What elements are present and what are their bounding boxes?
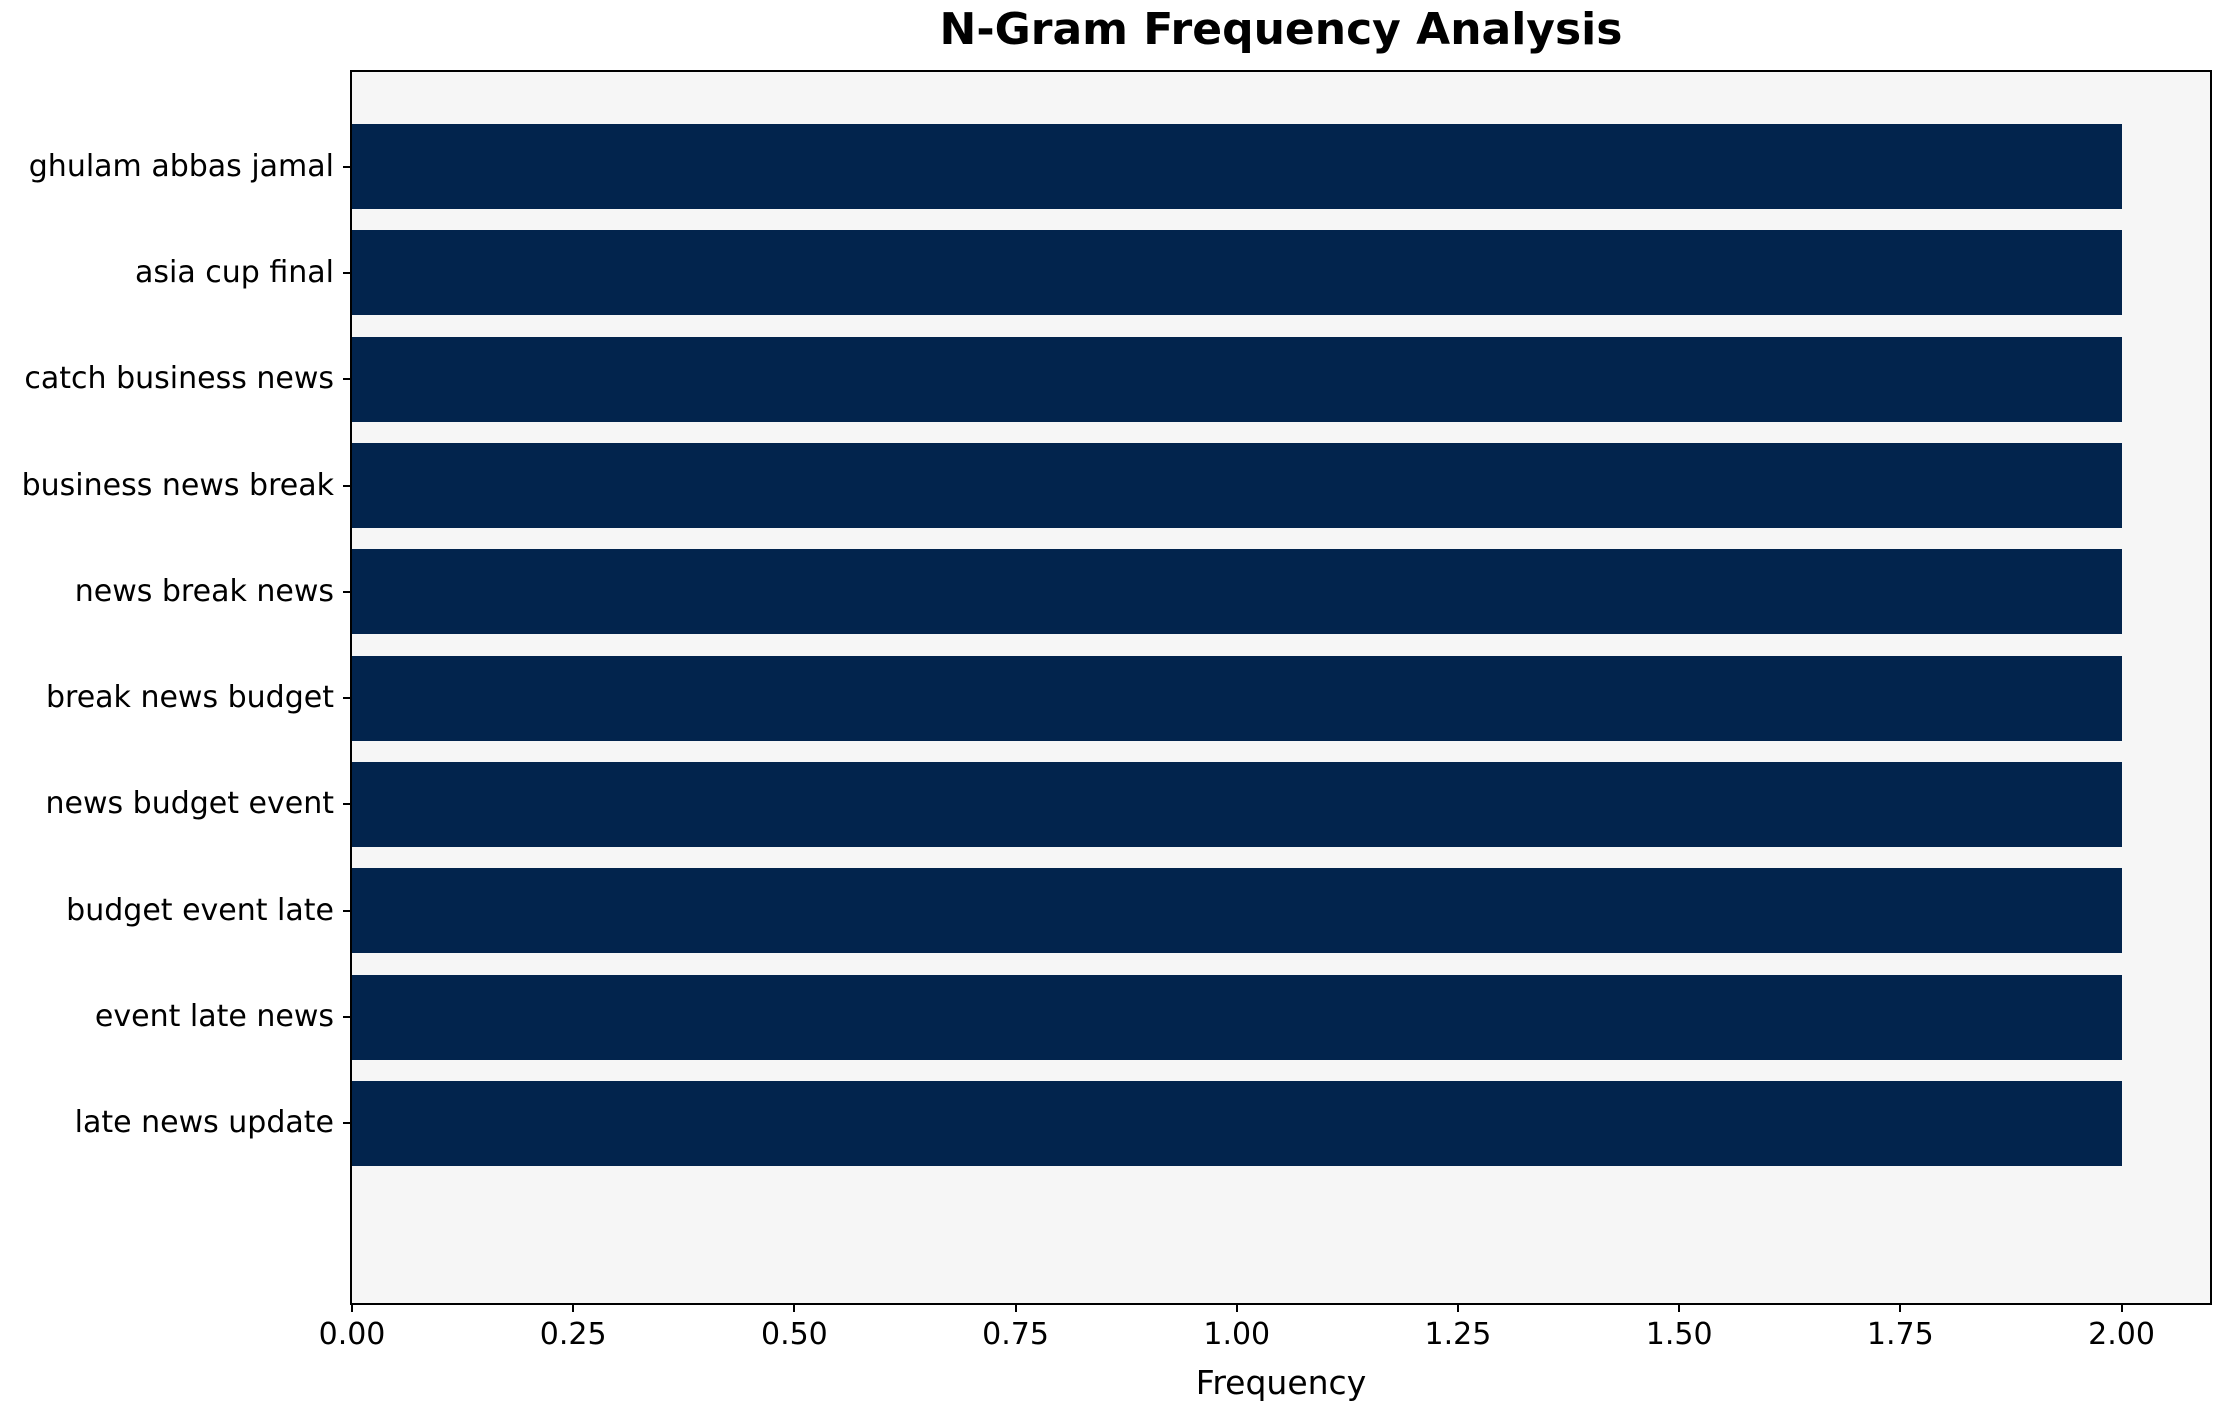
x-tick-mark [572, 1303, 575, 1312]
x-tick-label: 0.75 [982, 1317, 1049, 1352]
x-tick-mark [793, 1303, 796, 1312]
y-tick-mark [343, 165, 352, 168]
x-tick-label: 0.50 [760, 1317, 828, 1352]
y-tick-mark [343, 378, 352, 381]
x-tick-label: 2.00 [2088, 1317, 2155, 1352]
x-tick-mark [351, 1303, 353, 1312]
bar [352, 230, 2122, 316]
x-tick-label: 1.50 [1645, 1317, 1713, 1352]
x-tick-mark [1899, 1303, 1902, 1312]
y-tick-mark [343, 271, 352, 274]
bar [352, 336, 2122, 422]
chart-title: N-Gram Frequency Analysis [939, 4, 1623, 55]
x-tick-label: 1.75 [1866, 1317, 1934, 1352]
y-tick-label: news budget event [45, 786, 334, 822]
y-tick-mark [343, 803, 352, 806]
y-tick-mark [343, 1016, 352, 1019]
x-axis-label: Frequency [1195, 1363, 1367, 1402]
y-tick-label: event late news [94, 999, 334, 1035]
y-tick-label: news break news [74, 573, 334, 609]
y-tick-label: late news update [74, 1105, 334, 1141]
bar [352, 655, 2122, 741]
bar [352, 549, 2122, 635]
y-tick-mark [343, 909, 352, 912]
y-tick-mark [343, 697, 352, 700]
bar [352, 124, 2122, 210]
bar [352, 1080, 2122, 1166]
bar [352, 868, 2122, 954]
x-tick-label: 0.25 [539, 1317, 607, 1352]
bar [352, 761, 2122, 847]
x-tick-label: 0.00 [318, 1317, 386, 1352]
y-tick-mark [343, 1122, 352, 1125]
x-tick-label: 1.25 [1424, 1317, 1492, 1352]
x-tick-label: 1.00 [1203, 1317, 1271, 1352]
x-tick-mark [1456, 1303, 1459, 1312]
y-tick-mark [343, 484, 352, 487]
x-tick-mark [2120, 1303, 2123, 1312]
y-tick-label: business news break [21, 467, 334, 503]
y-tick-label: budget event late [66, 892, 334, 928]
x-tick-mark [1014, 1303, 1017, 1312]
y-tick-label: asia cup final [135, 254, 334, 290]
bar [352, 443, 2122, 529]
bar [352, 974, 2122, 1060]
y-tick-label: catch business news [24, 361, 334, 397]
y-tick-label: ghulam abbas jamal [28, 148, 334, 184]
y-tick-label: break news budget [45, 680, 334, 716]
x-tick-mark [1678, 1303, 1681, 1312]
y-tick-mark [343, 590, 352, 593]
x-tick-mark [1235, 1303, 1238, 1312]
